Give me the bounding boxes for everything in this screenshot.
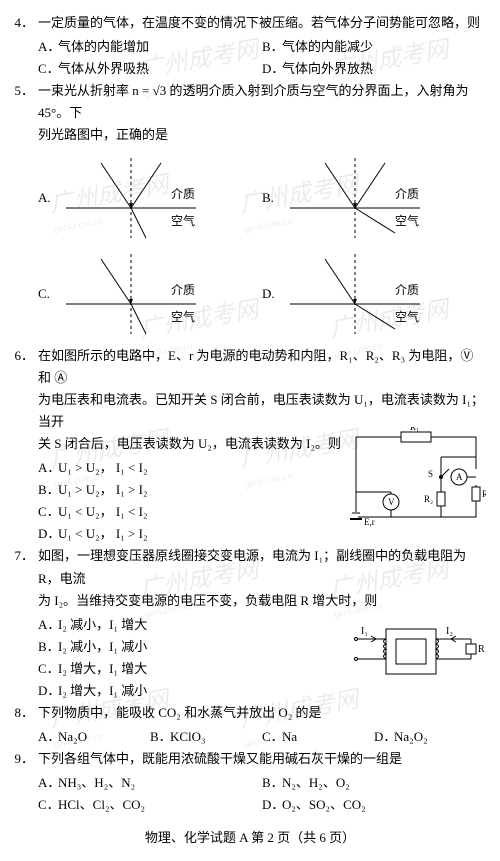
opt-c: C．U₁ < U₂， I₁ < I₂ xyxy=(38,501,346,523)
svg-text:R₃: R₃ xyxy=(482,489,486,499)
svg-text:A: A xyxy=(456,472,463,482)
opt-a: A．I₂ 减小，I₁ 增大 xyxy=(38,614,346,636)
opt-c: C．HCl、Cl₂、CO₂ xyxy=(38,794,262,816)
qnum: 5． xyxy=(14,80,38,146)
diagram-5d: 介质 空气 xyxy=(280,249,430,339)
opt-a: A．NH₃、H₂、N₂ xyxy=(38,772,262,794)
opt-b: B．U₁ > U₂， I₁ > I₂ xyxy=(38,479,346,501)
question-8: 8． 下列物质中，能吸收 CO₂ 和水蒸气并放出 O₂ 的是 xyxy=(14,702,486,724)
opt-c: C．Na xyxy=(262,726,374,748)
opt-c: C．I₂ 增大，I₁ 增大 xyxy=(38,658,346,680)
svg-text:空气: 空气 xyxy=(395,213,419,228)
svg-text:R₂: R₂ xyxy=(424,494,433,504)
qstem: 一定质量的气体，在温度不变的情况下被压缩。若气体分子间势能可忽略，则 xyxy=(38,12,486,34)
svg-text:I₂: I₂ xyxy=(446,626,453,637)
question-4: 4． 一定质量的气体，在温度不变的情况下被压缩。若气体分子间势能可忽略，则 xyxy=(14,12,486,34)
opt-label-b: B. xyxy=(262,187,280,209)
opt-d: D．O₂、SO₂、CO₂ xyxy=(262,794,486,816)
opt-b: B．N₂、H₂、O₂ xyxy=(262,772,486,794)
question-7: 7． 如图，一理想变压器原线圈接交变电源，电流为 I₁；副线圈中的负载电阻为 R… xyxy=(14,545,486,611)
qstem: 下列各组气体中，既能用浓硫酸干燥又能用碱石灰干燥的一组是 xyxy=(38,748,486,770)
svg-text:介质: 介质 xyxy=(171,283,195,297)
svg-text:S: S xyxy=(428,469,433,479)
svg-text:E,r: E,r xyxy=(364,517,375,527)
diagram-5a: 介质 空气 xyxy=(56,153,206,243)
qnum: 6． xyxy=(14,345,38,455)
page-footer: 物理、化学试题 A 第 2 页（共 6 页） xyxy=(14,827,486,849)
diagram-5b: 介质 空气 xyxy=(280,153,430,243)
question-5: 5． 一束光从折射率 n = √3 的透明介质入射到介质与空气的分界面上，入射角… xyxy=(14,80,486,146)
opt-d: D．Na₂O₂ xyxy=(374,726,486,748)
q9-options: A．NH₃、H₂、N₂ B．N₂、H₂、O₂ C．HCl、Cl₂、CO₂ D．O… xyxy=(14,772,486,816)
svg-text:空气: 空气 xyxy=(395,309,419,324)
q4-options: A．气体的内能增加 B．气体的内能减少 C．气体从外界吸热 D．气体向外界放热 xyxy=(14,36,486,80)
opt-label-c: C. xyxy=(38,283,56,305)
svg-text:介质: 介质 xyxy=(171,187,195,201)
circuit-q6: R₁ S A R₃ R₂ V E,r xyxy=(346,427,486,527)
opt-d: D．气体向外界放热 xyxy=(262,58,486,80)
question-9: 9． 下列各组气体中，既能用浓硫酸干燥又能用碱石灰干燥的一组是 xyxy=(14,748,486,770)
opt-a: A．Na₂O xyxy=(38,726,150,748)
svg-text:空气: 空气 xyxy=(171,213,195,228)
opt-a: A．气体的内能增加 xyxy=(38,36,262,58)
opt-d: D．I₂ 增大，I₁ 减小 xyxy=(38,680,346,702)
qstem: 一束光从折射率 n = √3 的透明介质入射到介质与空气的分界面上，入射角为 4… xyxy=(38,80,486,146)
circuit-q7: I₁ R I₂ xyxy=(346,614,486,694)
qnum: 7． xyxy=(14,545,38,611)
svg-text:I₁: I₁ xyxy=(361,626,368,637)
q7-body: A．I₂ 减小，I₁ 增大 B．I₂ 减小，I₁ 减小 C．I₂ 增大，I₁ 增… xyxy=(14,614,486,702)
qstem: 下列物质中，能吸收 CO₂ 和水蒸气并放出 O₂ 的是 xyxy=(38,702,486,724)
opt-c: C．气体从外界吸热 xyxy=(38,58,262,80)
qnum: 8． xyxy=(14,702,38,724)
qnum: 9． xyxy=(14,748,38,770)
svg-text:介质: 介质 xyxy=(395,283,419,297)
qnum: 4． xyxy=(14,12,38,34)
svg-text:V: V xyxy=(388,497,395,507)
q5-row2: C. 介质 空气 D. 介质 空气 xyxy=(14,249,486,339)
opt-b: B．I₂ 减小，I₁ 减小 xyxy=(38,636,346,658)
opt-b: B．气体的内能减少 xyxy=(262,36,486,58)
q6-body: A．U₁ > U₂， I₁ < I₂ B．U₁ > U₂， I₁ > I₂ C．… xyxy=(14,457,486,545)
opt-label-a: A. xyxy=(38,187,56,209)
qstem: 如图，一理想变压器原线圈接交变电源，电流为 I₁；副线圈中的负载电阻为 R，电流… xyxy=(38,545,486,611)
opt-d: D．U₁ < U₂， I₁ > I₂ xyxy=(38,523,346,545)
svg-text:R: R xyxy=(478,644,485,655)
svg-text:介质: 介质 xyxy=(395,187,419,201)
q8-options: A．Na₂O B．KClO₃ C．Na D．Na₂O₂ xyxy=(14,726,486,748)
diagram-5c: 介质 空气 xyxy=(56,249,206,339)
opt-a: A．U₁ > U₂， I₁ < I₂ xyxy=(38,457,346,479)
q5-row1: A. 介质 空气 B. 介质 空气 xyxy=(14,153,486,243)
svg-text:空气: 空气 xyxy=(171,309,195,324)
opt-b: B．KClO₃ xyxy=(150,726,262,748)
opt-label-d: D. xyxy=(262,283,280,305)
svg-text:R₁: R₁ xyxy=(410,427,419,432)
